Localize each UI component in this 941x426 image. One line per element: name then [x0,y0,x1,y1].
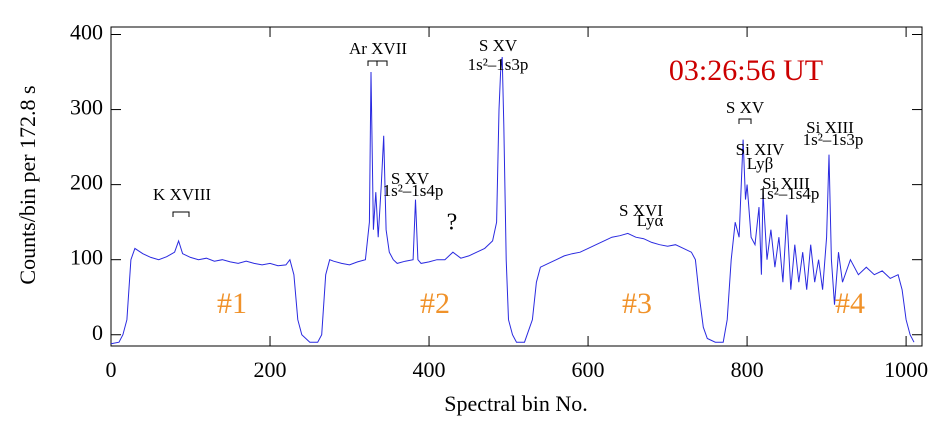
spectrum-line [110,56,915,345]
line-annotation: 1s²–1s3p [468,55,529,74]
line-annotation: Si XIII [762,174,810,193]
plot-frame [110,26,923,347]
line-annotation: S XV [479,36,518,55]
y-axis-label: Counts/bin per 172.8 s [15,85,40,284]
region-label: #2 [420,287,450,320]
line-annotation: ? [447,210,458,236]
x-tick-label: 200 [254,357,287,382]
line-annotation: S XV [391,169,430,188]
x-tick-label: 600 [572,357,605,382]
line-annotation: Ar XVII [349,39,407,58]
line-annotation: 1s²–1s4p [759,184,820,203]
y-tick-label: 0 [92,320,103,345]
brackets [172,60,752,217]
x-tick-label: 400 [413,357,446,382]
line-annotation: S XVI [619,201,663,220]
line-annotation: Si XIII [806,118,854,137]
x-tick-label: 1000 [884,357,928,382]
x-axis-label: Spectral bin No. [444,391,588,416]
y-tick-label: 100 [70,245,103,270]
line-annotation: Si XIV [736,140,785,159]
x-tick-label: 800 [731,357,764,382]
y-tick-label: 300 [70,95,103,120]
region-label: #4 [835,287,865,320]
region-label: #1 [217,287,247,320]
time-label: 03:26:56 UT [669,54,823,87]
line-annotation: 1s²–1s3p [803,130,864,149]
y-tick-label: 200 [70,170,103,195]
line-annotation: 1s²–1s4p [383,181,444,200]
x-tick-label: 0 [106,357,117,382]
line-annotation: K XVIII [153,185,211,204]
y-tick-label: 400 [70,20,103,45]
region-label: #3 [622,287,652,320]
line-annotation: Lyβ [747,154,774,173]
line-annotation: Lyα [637,211,664,230]
line-annotation: S XV [726,98,765,117]
